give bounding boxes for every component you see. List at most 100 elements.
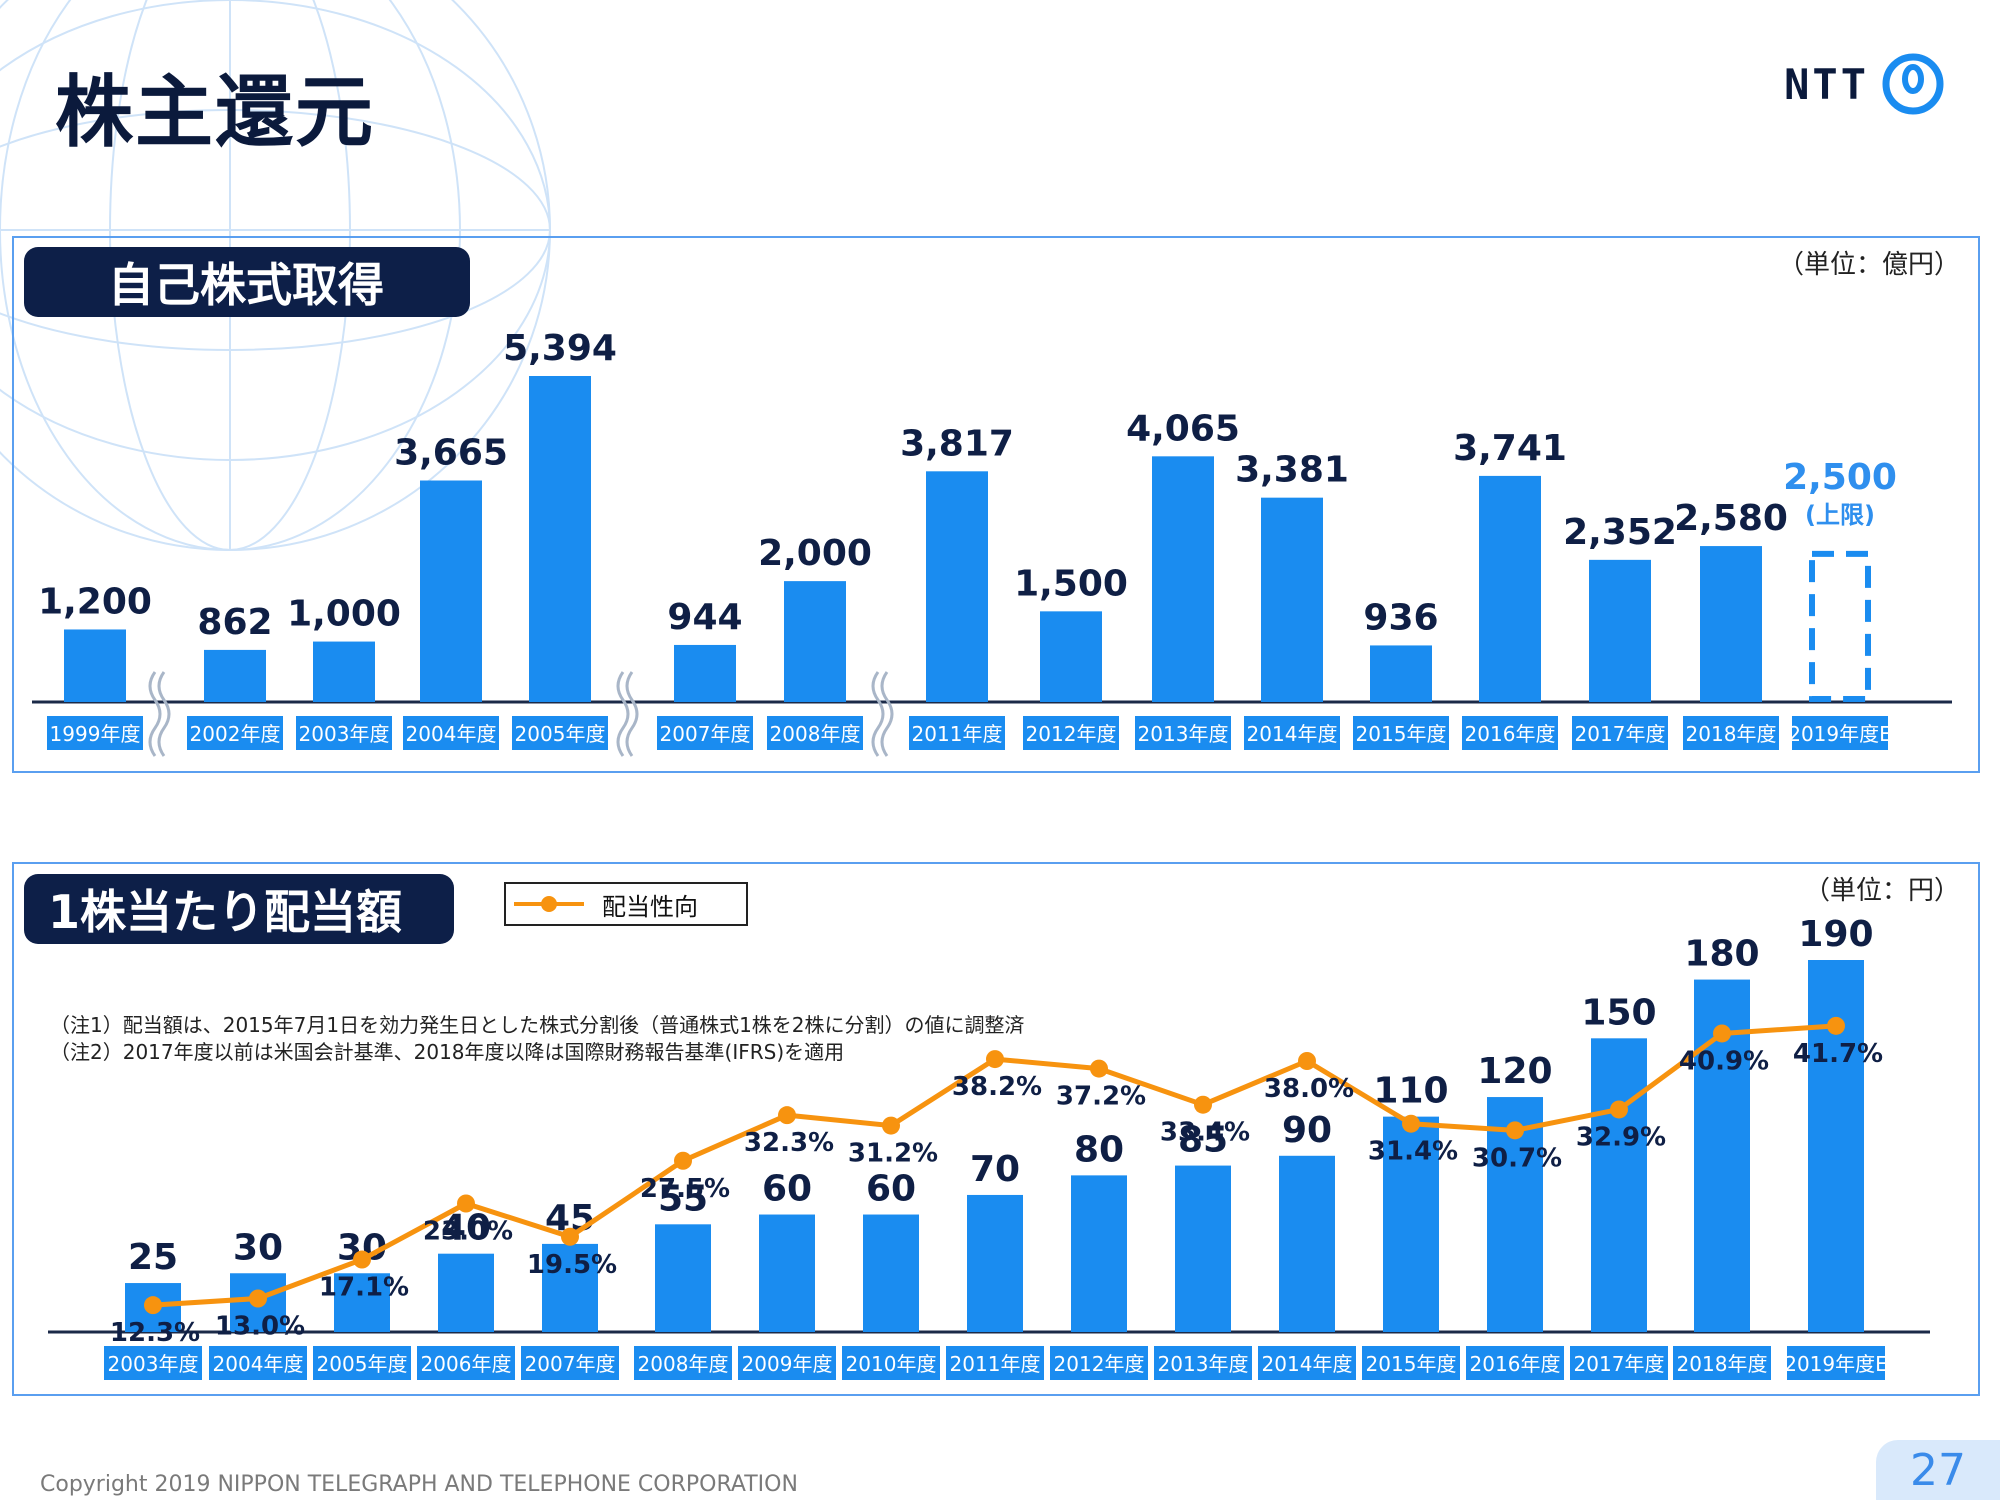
payout-ratio-point <box>249 1289 267 1308</box>
payout-ratio-point <box>561 1227 579 1246</box>
buyback-category-box <box>47 716 143 750</box>
dividend-bar <box>863 1214 919 1332</box>
buyback-bar <box>1152 456 1214 702</box>
buyback-category-label: 2012年度 <box>1026 722 1117 746</box>
dividend-category-label: 2005年度 <box>317 1352 408 1376</box>
buyback-value-label: 4,065 <box>1126 408 1240 449</box>
dividend-bar <box>1808 960 1864 1332</box>
buyback-category-box <box>1353 716 1449 750</box>
payout-ratio-label: 33.4% <box>1160 1118 1250 1148</box>
buyback-bar <box>1261 497 1323 702</box>
dividend-value-label: 180 <box>1684 934 1759 975</box>
dividend-value-label: 25 <box>128 1237 178 1278</box>
chart-legend: 配当性向 <box>504 882 748 926</box>
buyback-bar <box>926 471 988 702</box>
buyback-bar <box>674 644 736 702</box>
payout-ratio-label: 13.0% <box>215 1312 305 1342</box>
buyback-category-box <box>657 716 753 750</box>
payout-ratio-label: 38.0% <box>1264 1074 1354 1104</box>
dividend-bar <box>1591 1038 1647 1332</box>
buyback-category-box <box>1244 716 1340 750</box>
axis-break-mark <box>880 671 894 757</box>
axis-break-mark <box>871 671 885 757</box>
payout-ratio-label: 32.3% <box>744 1128 834 1158</box>
buyback-value-label: 2,580 <box>1674 498 1788 539</box>
dividend-category-box <box>1050 1346 1148 1380</box>
buyback-category-label: 2002年度 <box>190 722 281 746</box>
dividend-value-label: 150 <box>1581 992 1656 1033</box>
dividend-category-box <box>1570 1346 1668 1380</box>
dividend-value-label: 90 <box>1282 1110 1332 1151</box>
buyback-category-box <box>1135 716 1231 750</box>
payout-ratio-point <box>457 1194 475 1213</box>
dividend-bar <box>967 1194 1023 1332</box>
buyback-bar <box>1700 546 1762 702</box>
dividend-value-label: 60 <box>866 1169 916 1210</box>
dividend-category-label: 2015年度 <box>1366 1352 1457 1376</box>
payout-ratio-point <box>1610 1100 1628 1119</box>
dividend-value-label: 80 <box>1074 1129 1124 1170</box>
dividend-category-box <box>313 1346 411 1380</box>
dividend-value-label: 190 <box>1798 914 1873 955</box>
buyback-category-label: 2015年度 <box>1356 722 1447 746</box>
buyback-value-label: 2,500 <box>1783 457 1897 498</box>
buyback-estimate-bar <box>1809 550 1871 702</box>
dividend-category-label: 2004年度 <box>213 1352 304 1376</box>
dividend-value-label: 60 <box>762 1169 812 1210</box>
dividend-category-box <box>1673 1346 1771 1380</box>
legend-line-marker-icon <box>514 896 584 912</box>
payout-ratio-label: 40.9% <box>1679 1046 1769 1076</box>
footnote-2: （注2）2017年度以前は米国会計基準、2018年度以降は国際財務報告基準(IF… <box>50 1040 845 1064</box>
dividend-category-label: 2018年度 <box>1677 1352 1768 1376</box>
buyback-category-box <box>1683 716 1779 750</box>
dividend-category-box <box>1466 1346 1564 1380</box>
buyback-category-box <box>296 716 392 750</box>
payout-ratio-label: 17.1% <box>319 1273 409 1303</box>
dividend-category-box <box>104 1346 202 1380</box>
dividend-unit-label: （単位：円） <box>1803 876 1960 906</box>
buyback-panel: 自己株式取得 （単位：億円） <box>12 236 1980 773</box>
dividend-bar <box>1279 1155 1335 1332</box>
axis-break-mark <box>616 671 630 757</box>
buyback-value-label: 1,200 <box>38 581 152 622</box>
dividend-value-label: 70 <box>970 1149 1020 1190</box>
dividend-category-label: 2003年度 <box>108 1352 199 1376</box>
dividend-category-box <box>634 1346 732 1380</box>
dividend-bar <box>1175 1165 1231 1332</box>
footnotes: （注1）配当額は、2015年7月1日を効力発生日とした株式分割後（普通株式1株を… <box>50 1012 1025 1066</box>
payout-ratio-point <box>144 1296 162 1315</box>
buyback-category-box <box>403 716 499 750</box>
buyback-category-label: 2007年度 <box>660 722 751 746</box>
dividend-category-label: 2009年度 <box>742 1352 833 1376</box>
dividend-category-box <box>1787 1346 1885 1380</box>
dividend-category-label: 2019年度E <box>1784 1352 1888 1376</box>
buyback-value-label: 3,665 <box>394 432 508 473</box>
payout-ratio-label: 41.7% <box>1793 1039 1883 1069</box>
buyback-unit-label: （単位：億円） <box>1777 250 1960 280</box>
dividend-bar <box>1071 1175 1127 1332</box>
payout-ratio-point <box>882 1116 900 1135</box>
dividend-bar <box>655 1224 711 1332</box>
payout-ratio-point <box>1090 1059 1108 1078</box>
dividend-bar <box>438 1253 494 1332</box>
buyback-category-box <box>767 716 863 750</box>
dividend-category-box <box>1258 1346 1356 1380</box>
dividend-category-box <box>738 1346 836 1380</box>
payout-ratio-label: 27.5% <box>640 1174 730 1204</box>
buyback-category-label: 2014年度 <box>1247 722 1338 746</box>
logo-text: NTT <box>1784 59 1869 109</box>
buyback-estimate-note: (上限) <box>1805 501 1875 529</box>
dividend-category-label: 2010年度 <box>846 1352 937 1376</box>
payout-ratio-point <box>1298 1052 1316 1070</box>
dividend-value-label: 30 <box>233 1227 283 1268</box>
axis-break-mark <box>157 671 171 757</box>
dividend-category-box <box>209 1346 307 1380</box>
dividend-category-label: 2017年度 <box>1574 1352 1665 1376</box>
globe-background-icon <box>0 0 551 551</box>
payout-ratio-label: 23.0% <box>423 1217 513 1247</box>
buyback-value-label: 3,381 <box>1235 450 1349 491</box>
buyback-category-label: 2003年度 <box>299 722 390 746</box>
dividend-bar <box>542 1243 598 1332</box>
dividend-value-label: 55 <box>658 1178 708 1219</box>
buyback-value-label: 862 <box>197 602 272 643</box>
